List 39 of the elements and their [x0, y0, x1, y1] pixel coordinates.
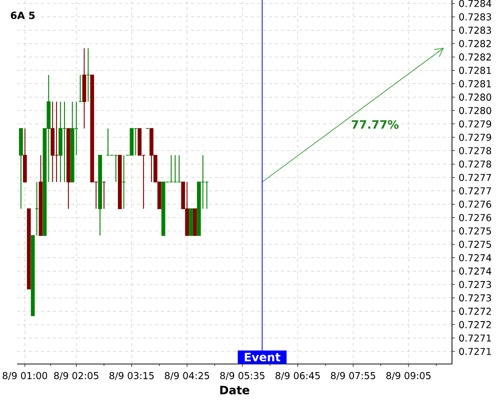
x-tick-label: 8/9 03:15: [109, 372, 154, 380]
y-tick-label: 0.7277: [459, 174, 491, 182]
y-tick-label: 0.7283: [459, 13, 492, 20]
y-tick-label: 0.7273: [459, 294, 492, 302]
y-tick-label: 0.7279: [459, 120, 492, 128]
y-tick-label: 0.7275: [459, 227, 491, 235]
y-tick-label: 0.7278: [459, 147, 492, 154]
y-tick-label: 0.7275: [459, 240, 491, 248]
ref-line-label: Event: [244, 352, 280, 362]
y-tick-label: 0.7276: [459, 200, 492, 208]
x-tick-label: 8/9 01:00: [2, 372, 48, 380]
y-tick-label: 0.7281: [459, 80, 491, 88]
y-tick-label: 0.7274: [459, 268, 492, 275]
y-tick-label: 0.7274: [459, 254, 492, 262]
y-tick-label: 0.7280: [459, 106, 492, 114]
y-tick-label: 0.7282: [459, 40, 491, 48]
x-tick-label: 8/9 04:25: [164, 372, 210, 380]
y-tick-label: 0.7272: [459, 308, 491, 315]
y-tick-label: 0.7279: [459, 134, 492, 141]
x-tick-label: 8/9 02:05: [54, 372, 98, 380]
y-tick-label: 0.7271: [459, 348, 491, 356]
text: 6A 5: [10, 12, 35, 20]
y-tick-label: 0.7272: [459, 321, 491, 328]
x-tick-label: 8/9 06:45: [276, 372, 320, 380]
y-tick-label: 0.7281: [459, 66, 491, 74]
annotation: 77.77%: [352, 120, 399, 129]
y-tick-label: 0.7280: [459, 94, 492, 101]
y-tick-label: 0.7273: [459, 280, 492, 288]
y-tick-label: 0.7271: [459, 334, 491, 342]
y-tick-label: 0.7278: [459, 160, 492, 168]
x-tick-label: 8/9 09:05: [386, 372, 431, 380]
y-tick-label: 0.7282: [459, 53, 491, 61]
x-axis-title: Date: [220, 386, 250, 394]
x-tick-label: 8/9 07:55: [330, 372, 376, 380]
y-tick-label: 0.7284: [459, 0, 492, 8]
x-tick-label: 8/9 05:35: [220, 372, 264, 380]
y-tick-label: 0.7277: [459, 187, 491, 194]
y-tick-label: 0.7283: [459, 26, 492, 34]
y-tick-label: 0.7276: [459, 214, 492, 222]
